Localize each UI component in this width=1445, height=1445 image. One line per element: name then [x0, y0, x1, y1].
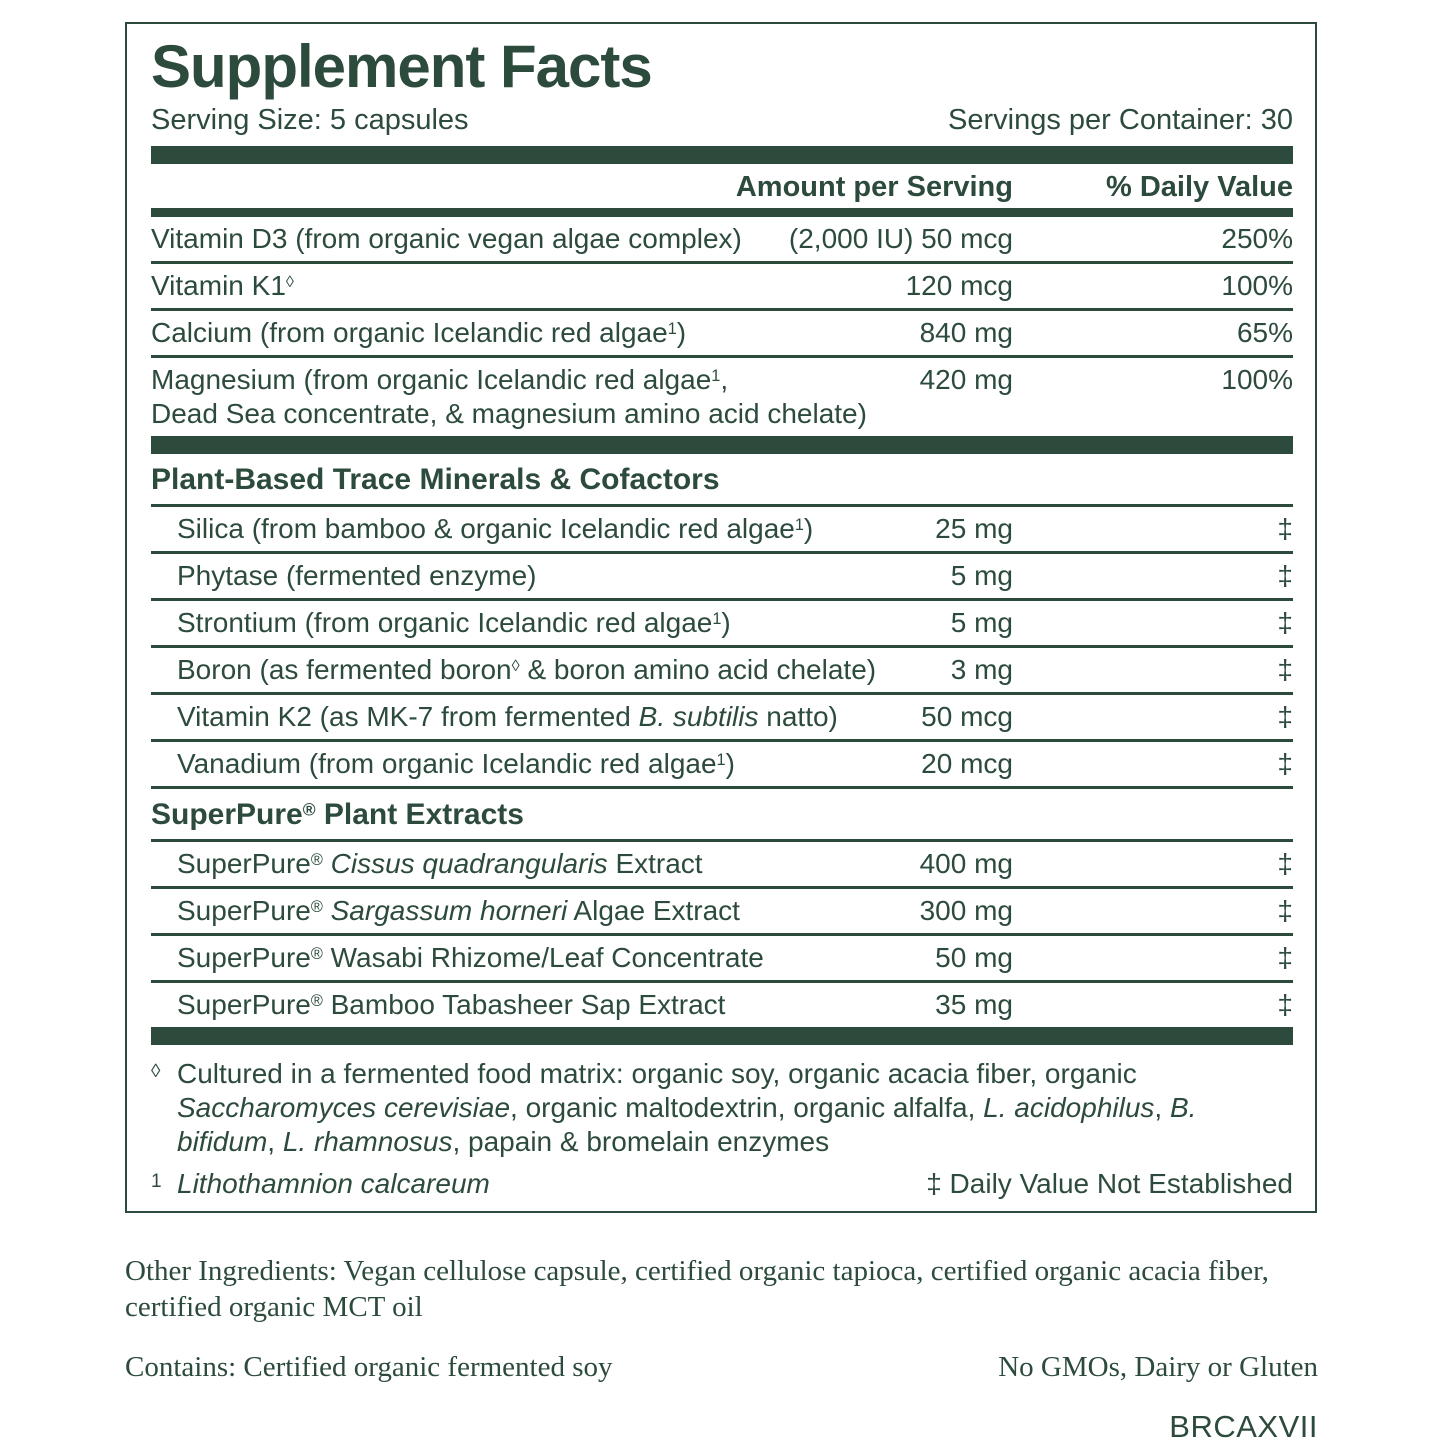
nutrient-daily-value: 65%	[1236, 317, 1293, 348]
column-header-amount: Amount per Serving	[735, 171, 1013, 203]
below-panel-text: Other Ingredients: Vegan cellulose capsu…	[125, 1253, 1318, 1445]
trace-mineral-rows: Silica (from bamboo & organic Icelandic …	[151, 507, 1293, 789]
contains-row: Contains: Certified organic fermented so…	[125, 1349, 1318, 1385]
nutrient-name: Calcium (from organic Icelandic red alga…	[151, 317, 687, 348]
nutrient-row: Magnesium (from organic Icelandic red al…	[151, 358, 1293, 436]
nutrient-name: SuperPure® Cissus quadrangularis Extract	[177, 848, 703, 879]
contains-text: Contains: Certified organic fermented so…	[125, 1351, 613, 1383]
divider-bar-bottom	[151, 1027, 1293, 1045]
column-header-row: Amount per Serving % Daily Value	[151, 164, 1293, 208]
other-ingredients-text: Other Ingredients: Vegan cellulose capsu…	[125, 1255, 1269, 1323]
plant-extract-rows: SuperPure® Cissus quadrangularis Extract…	[151, 842, 1293, 1027]
nutrient-row: SuperPure® Cissus quadrangularis Extract…	[151, 842, 1293, 889]
nutrient-row: SuperPure® Sargassum horneri Algae Extra…	[151, 889, 1293, 936]
nutrient-name: SuperPure® Sargassum horneri Algae Extra…	[177, 895, 740, 926]
nutrient-amount: (2,000 IU) 50 mcg	[788, 223, 1013, 254]
nutrient-amount: 400 mg	[919, 848, 1013, 879]
nutrient-amount: 50 mcg	[921, 701, 1013, 732]
footnote-source-text: Lithothamnion calcareum	[177, 1168, 490, 1199]
footnote-diamond-symbol: ◊	[151, 1061, 161, 1082]
supplement-facts-panel: Supplement Facts Serving Size: 5 capsule…	[125, 22, 1317, 1213]
nutrient-amount: 120 mcg	[905, 270, 1013, 301]
nutrient-row: Calcium (from organic Icelandic red alga…	[151, 311, 1293, 358]
nutrient-amount: 420 mg	[919, 364, 1013, 395]
nutrient-daily-value: ‡	[1277, 560, 1293, 591]
nutrient-row: Phytase (fermented enzyme) 5 mg ‡	[151, 554, 1293, 601]
servings-per-container-text: Servings per Container: 30	[948, 104, 1293, 136]
serving-info-row: Serving Size: 5 capsules Servings per Co…	[151, 102, 1293, 138]
nutrient-row: SuperPure® Wasabi Rhizome/Leaf Concentra…	[151, 936, 1293, 983]
section-header-trace-minerals: Plant-Based Trace Minerals & Cofactors	[151, 454, 1293, 507]
nutrient-daily-value: 100%	[1221, 270, 1293, 301]
nutrient-daily-value: 100%	[1221, 364, 1293, 395]
nutrient-row: Boron (as fermented boron◊ & boron amino…	[151, 648, 1293, 695]
footnote-bottom-row: 1 Lithothamnion calcareum ‡ Daily Value …	[151, 1167, 1293, 1201]
nutrient-row: Vanadium (from organic Icelandic red alg…	[151, 742, 1293, 789]
nutrient-amount: 5 mg	[950, 560, 1013, 591]
serving-size-text: Serving Size: 5 capsules	[151, 104, 469, 136]
nutrient-daily-value: ‡	[1277, 942, 1293, 973]
nutrient-amount: 20 mcg	[921, 748, 1013, 779]
nutrient-daily-value: ‡	[1277, 989, 1293, 1020]
product-code: BRCAXVII	[1169, 1409, 1318, 1444]
divider-bar-section-1	[151, 436, 1293, 454]
nutrient-daily-value: ‡	[1277, 748, 1293, 779]
nutrient-amount: 300 mg	[919, 895, 1013, 926]
nutrient-row: SuperPure® Bamboo Tabasheer Sap Extract 3…	[151, 983, 1293, 1027]
nutrient-amount: 50 mg	[935, 942, 1013, 973]
footnote-cultured: ◊ Cultured in a fermented food matrix: o…	[151, 1057, 1293, 1159]
nutrient-amount: 840 mg	[919, 317, 1013, 348]
nutrient-name: SuperPure® Bamboo Tabasheer Sap Extract	[177, 989, 726, 1020]
nutrient-name: Phytase (fermented enzyme)	[177, 560, 537, 591]
nutrient-daily-value: ‡	[1277, 848, 1293, 879]
nutrient-row: Vitamin K1◊ 120 mcg 100%	[151, 264, 1293, 311]
divider-bar-top	[151, 146, 1293, 164]
nutrient-name: SuperPure® Wasabi Rhizome/Leaf Concentra…	[177, 942, 764, 973]
nutrient-name: Vanadium (from organic Icelandic red alg…	[177, 748, 735, 779]
divider-bar-under-header	[151, 208, 1293, 217]
nutrient-name: Silica (from bamboo & organic Icelandic …	[177, 513, 814, 544]
nutrient-daily-value: ‡	[1277, 654, 1293, 685]
nutrient-amount: 5 mg	[950, 607, 1013, 638]
column-header-daily-value: % Daily Value	[1106, 171, 1293, 203]
nutrient-row: Silica (from bamboo & organic Icelandic …	[151, 507, 1293, 554]
nutrient-daily-value: ‡	[1277, 701, 1293, 732]
nutrient-name: Strontium (from organic Icelandic red al…	[177, 607, 731, 638]
nutrient-name: Vitamin D3 (from organic vegan algae com…	[151, 223, 742, 254]
nutrient-row: Strontium (from organic Icelandic red al…	[151, 601, 1293, 648]
nutrient-amount: 25 mg	[935, 513, 1013, 544]
nutrient-amount: 35 mg	[935, 989, 1013, 1020]
footnote-one-symbol: 1	[151, 1171, 162, 1192]
nutrient-name: Vitamin K1◊	[151, 270, 294, 301]
nutrient-daily-value: ‡	[1277, 607, 1293, 638]
footnote-source: 1 Lithothamnion calcareum	[151, 1167, 926, 1201]
nutrient-daily-value: ‡	[1277, 895, 1293, 926]
daily-value-note: ‡ Daily Value Not Established	[926, 1168, 1293, 1199]
panel-title: Supplement Facts	[151, 33, 653, 100]
nutrient-name: Boron (as fermented boron◊ & boron amino…	[177, 654, 877, 685]
nutrient-amount: 3 mg	[950, 654, 1013, 685]
nutrient-daily-value: ‡	[1277, 513, 1293, 544]
nutrient-name: Magnesium (from organic Icelandic red al…	[151, 364, 867, 429]
nutrient-daily-value: 250%	[1221, 223, 1293, 254]
nutrient-row: Vitamin K2 (as MK-7 from fermented B. su…	[151, 695, 1293, 742]
allergen-note-text: No GMOs, Dairy or Gluten	[998, 1351, 1318, 1383]
nutrient-name: Vitamin K2 (as MK-7 from fermented B. su…	[177, 701, 838, 732]
section-header-plant-extracts: SuperPure® Plant Extracts	[151, 789, 1293, 842]
footnote-cultured-text: Cultured in a fermented food matrix: org…	[177, 1058, 1197, 1157]
main-nutrient-rows: Vitamin D3 (from organic vegan algae com…	[151, 217, 1293, 436]
nutrient-row: Vitamin D3 (from organic vegan algae com…	[151, 217, 1293, 264]
